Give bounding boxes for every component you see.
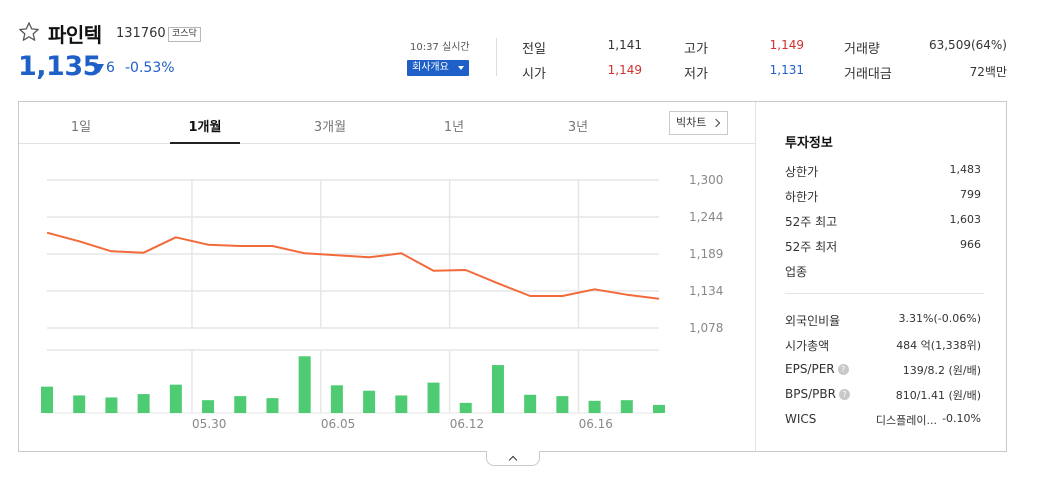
upper-limit-value: 1,483 [949, 163, 982, 176]
volume-bar [41, 386, 53, 413]
chevron-right-icon [711, 118, 721, 128]
trade-amount-value: 72백만 [969, 65, 1007, 79]
volume-bar [234, 396, 247, 413]
tab-1month[interactable]: 1개월 [188, 120, 222, 135]
x-tick-label: 06.16 [579, 417, 613, 431]
info-divider [785, 293, 984, 294]
bigchart-button[interactable]: 빅차트 [669, 111, 728, 135]
volume-bar [298, 356, 311, 413]
eps-per-value: 139/8.2 (원/배) [902, 364, 981, 377]
wics-sector-link[interactable]: 디스플레이... [875, 414, 937, 427]
low52-value: 966 [960, 238, 981, 251]
down-triangle-icon [94, 64, 104, 73]
volume-bar [556, 396, 569, 413]
volume-bar [363, 390, 376, 413]
caret-down-icon [458, 66, 464, 70]
price-change: 6 [106, 60, 115, 76]
trade-amount-label: 거래대금 [844, 67, 892, 82]
open-value: 1,149 [607, 63, 642, 77]
low-label: 저가 [684, 67, 708, 82]
lower-limit-value: 799 [960, 188, 981, 201]
high52-label: 52주 최고 [785, 215, 838, 229]
volume-bar [459, 402, 472, 413]
prev-close-label: 전일 [522, 42, 546, 57]
collapse-toggle[interactable] [486, 451, 540, 466]
tab-1day[interactable]: 1일 [70, 120, 92, 135]
foreign-ratio-value: 3.31%(-0.06%) [898, 312, 981, 325]
open-label: 시가 [522, 67, 546, 82]
x-tick-label: 05.30 [192, 417, 226, 431]
info-title: 투자정보 [785, 136, 833, 151]
market-badge: 코스닥 [168, 27, 201, 42]
volume-bar [491, 365, 504, 413]
volume-bar [620, 400, 633, 413]
y-tick-label: 1,134 [689, 284, 723, 298]
bps-pbr-value: 810/1.41 (원/배) [895, 389, 981, 402]
x-tick-label: 06.05 [321, 417, 355, 431]
help-icon[interactable]: ? [838, 389, 850, 400]
investment-info-panel: 투자정보 상한가 1,483 하한가 799 52주 최고 1,603 52주 … [755, 102, 1007, 451]
volume-bar [169, 384, 182, 413]
bps-pbr-label: BPS/PBR [785, 387, 836, 401]
volume-bar [105, 397, 118, 413]
volume-label: 거래량 [844, 42, 880, 57]
y-tick-label: 1,244 [689, 210, 723, 224]
volume-bar [73, 395, 86, 413]
volume-bar [524, 394, 537, 413]
sector-label: 업종 [785, 265, 808, 279]
high52-value: 1,603 [949, 213, 982, 226]
favorite-star-icon[interactable] [18, 21, 40, 43]
wics-change: -0.10% [942, 412, 981, 425]
stock-code: 131760 [116, 26, 166, 41]
price-volume-chart: 1,300 1,244 1,189 1,134 1,078 05.30 06.05 06.12… [41, 173, 723, 431]
market-cap-label: 시가총액 [785, 339, 830, 353]
prev-close-value: 1,141 [607, 38, 642, 52]
eps-per-label: EPS/PER [785, 362, 835, 376]
volume-bar [653, 404, 665, 413]
low-value: 1,131 [769, 63, 804, 77]
active-tab-indicator [170, 142, 240, 144]
volume-value: 63,509(64%) [928, 38, 1007, 52]
price-change-rate: -0.53% [125, 60, 175, 76]
company-overview-label: 회사개요 [412, 62, 449, 73]
stock-name: 파인텍 [48, 23, 102, 47]
low52-label: 52주 최저 [785, 240, 838, 254]
y-tick-label: 1,189 [689, 247, 723, 261]
header-divider [496, 38, 497, 76]
eps-per-row: EPS/PER? [785, 362, 849, 376]
foreign-ratio-label: 외국인비율 [785, 314, 841, 328]
volume-bar [427, 382, 440, 413]
realtime-timestamp: 10:37 실시간 [410, 42, 470, 53]
x-tick-label: 06.12 [450, 417, 484, 431]
y-tick-label: 1,300 [689, 173, 723, 187]
high-label: 고가 [684, 42, 708, 57]
volume-bar [266, 398, 279, 413]
company-overview-button[interactable]: 회사개요 [407, 60, 469, 76]
volume-bar [137, 394, 150, 413]
period-tabs: 1일 1개월 3개월 1년 3년 빅차트 [19, 102, 755, 144]
volume-bar [330, 385, 343, 413]
market-cap-value: 484 억(1,338위) [896, 339, 981, 352]
lower-limit-label: 하한가 [785, 190, 819, 204]
volume-bar [395, 395, 408, 413]
price-line [46, 231, 660, 300]
volume-bar [588, 400, 601, 413]
upper-limit-label: 상한가 [785, 165, 819, 179]
tab-1year[interactable]: 1년 [443, 120, 465, 135]
current-price: 1,135 [18, 51, 101, 82]
tab-3year[interactable]: 3년 [567, 120, 589, 135]
help-icon[interactable]: ? [837, 364, 849, 375]
tab-3month[interactable]: 3개월 [313, 120, 347, 135]
chevron-up-icon [508, 455, 518, 465]
chart-panel: 1일 1개월 3개월 1년 3년 빅차트 1,300 1,244 1,189 1,13… [18, 101, 1007, 452]
wics-label: WICS [785, 412, 817, 426]
y-tick-label: 1,078 [689, 321, 723, 335]
high-value: 1,149 [769, 38, 804, 52]
bps-pbr-row: BPS/PBR? [785, 387, 850, 401]
bigchart-label: 빅차트 [676, 116, 707, 129]
volume-bar [202, 400, 215, 413]
